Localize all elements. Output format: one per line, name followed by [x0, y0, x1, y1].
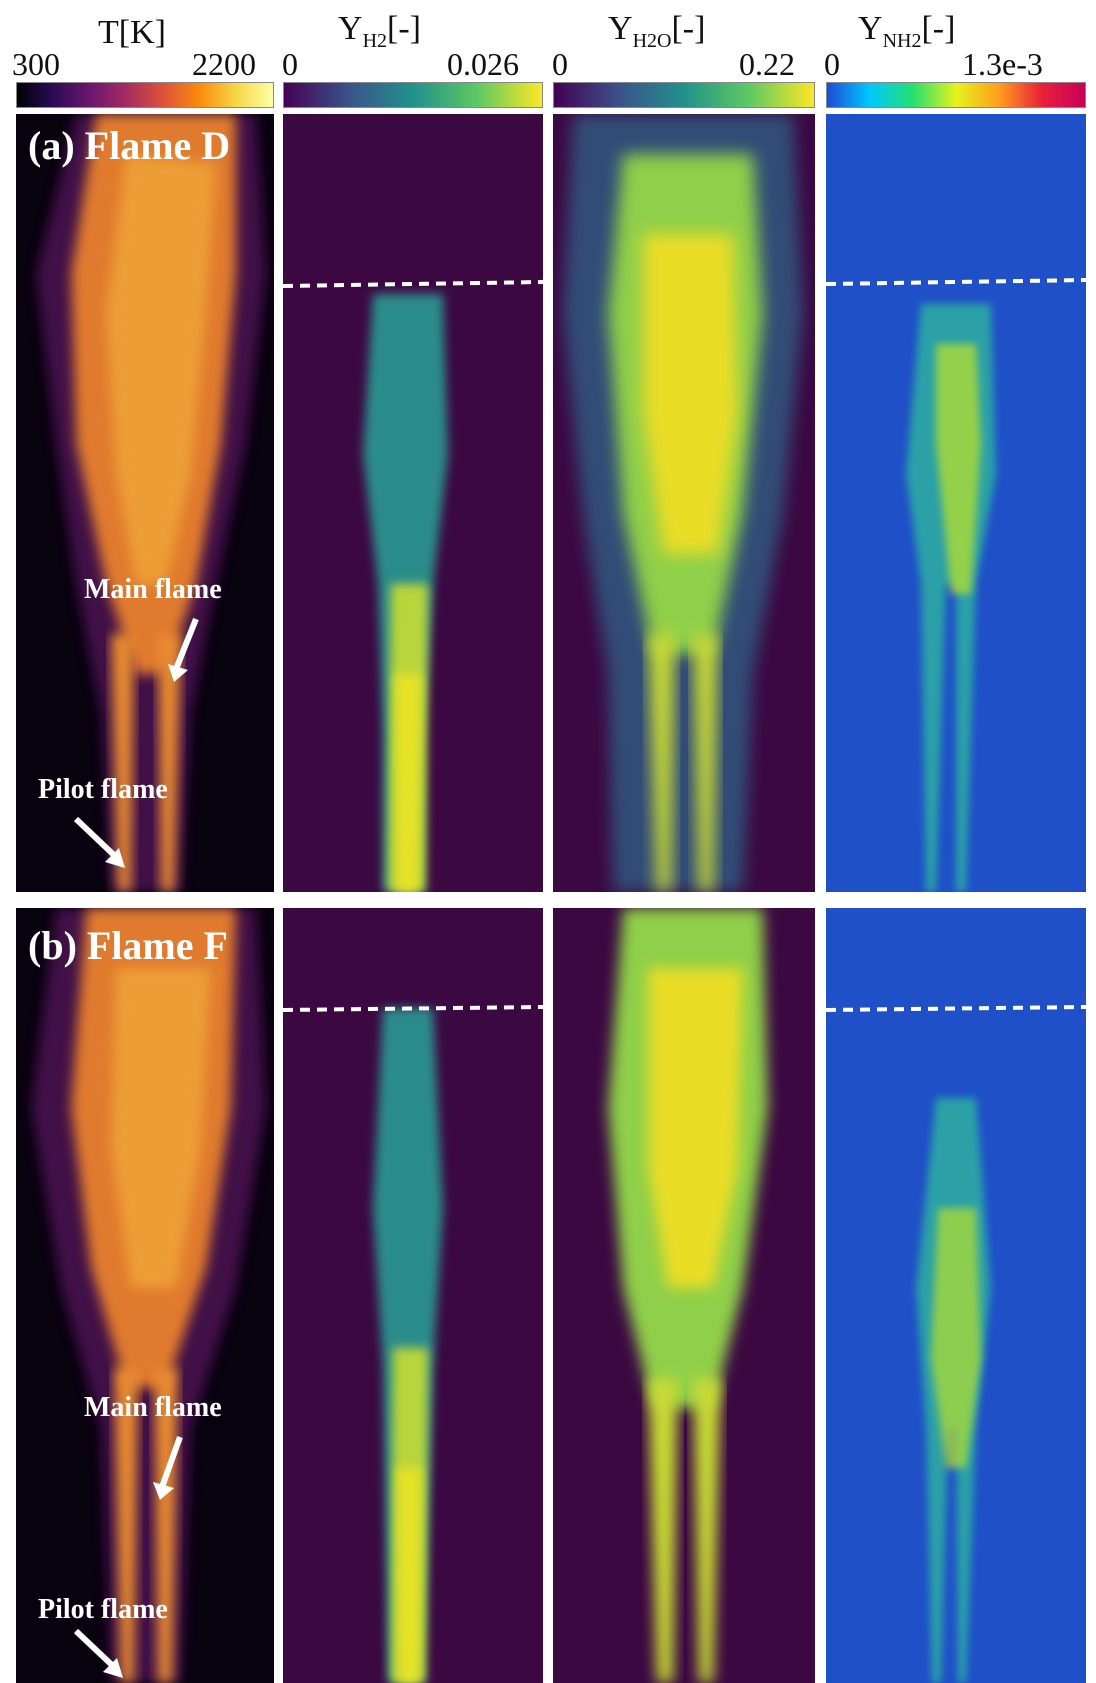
dashed-line — [826, 278, 1086, 286]
row-label: (b) Flame F — [28, 923, 228, 968]
main-flame-label: Main flame — [84, 1392, 222, 1423]
dashed-line — [283, 280, 543, 288]
panel-temperature-flame-f: (b) Flame F Main flame Pilot flame — [16, 908, 274, 1683]
colorbar-max: 0.026 — [447, 46, 519, 82]
colorbar-gradient — [826, 82, 1086, 108]
colorbar-title: YH2O[-] — [608, 10, 706, 52]
colorbar-gradient — [283, 82, 543, 108]
colorbar-title: YH2[-] — [338, 10, 421, 52]
pilot-flame-arrow-icon — [73, 816, 125, 868]
main-flame-arrow-icon — [153, 1435, 183, 1500]
panel-h2-flame-f — [283, 908, 543, 1683]
colorbar-title: YNH2[-] — [858, 10, 956, 52]
row-label: (a) Flame D — [28, 123, 231, 168]
pilot-flame-label: Pilot flame — [38, 774, 168, 805]
panel-temperature-flame-d: (a) Flame D Main flame Pilot flame — [16, 114, 274, 892]
main-flame-arrow-icon — [168, 617, 199, 682]
dashed-line — [826, 1005, 1086, 1012]
colorbar-max: 1.3e-3 — [962, 46, 1043, 82]
colorbar-gradient — [16, 82, 274, 108]
colorbar-min: 0 — [282, 46, 298, 82]
colorbar-max: 0.22 — [739, 46, 795, 82]
colorbar-min: 0 — [824, 46, 840, 82]
colorbar-min: 0 — [552, 46, 568, 82]
colorbar-gradient — [553, 82, 815, 108]
colorbar-title: T[K] — [98, 14, 166, 51]
panel-nh2-flame-d — [826, 114, 1086, 892]
colorbar-min: 300 — [12, 46, 60, 82]
pilot-flame-arrow-icon — [73, 1628, 123, 1678]
panel-h2o-flame-d — [553, 114, 815, 892]
dashed-line — [283, 1005, 543, 1012]
panel-h2o-flame-f — [553, 908, 815, 1683]
panel-h2-flame-d — [283, 114, 543, 892]
pilot-flame-label: Pilot flame — [38, 1594, 168, 1625]
colorbar-max: 2200 — [192, 46, 256, 82]
panel-nh2-flame-f — [826, 908, 1086, 1683]
main-flame-label: Main flame — [84, 574, 222, 605]
